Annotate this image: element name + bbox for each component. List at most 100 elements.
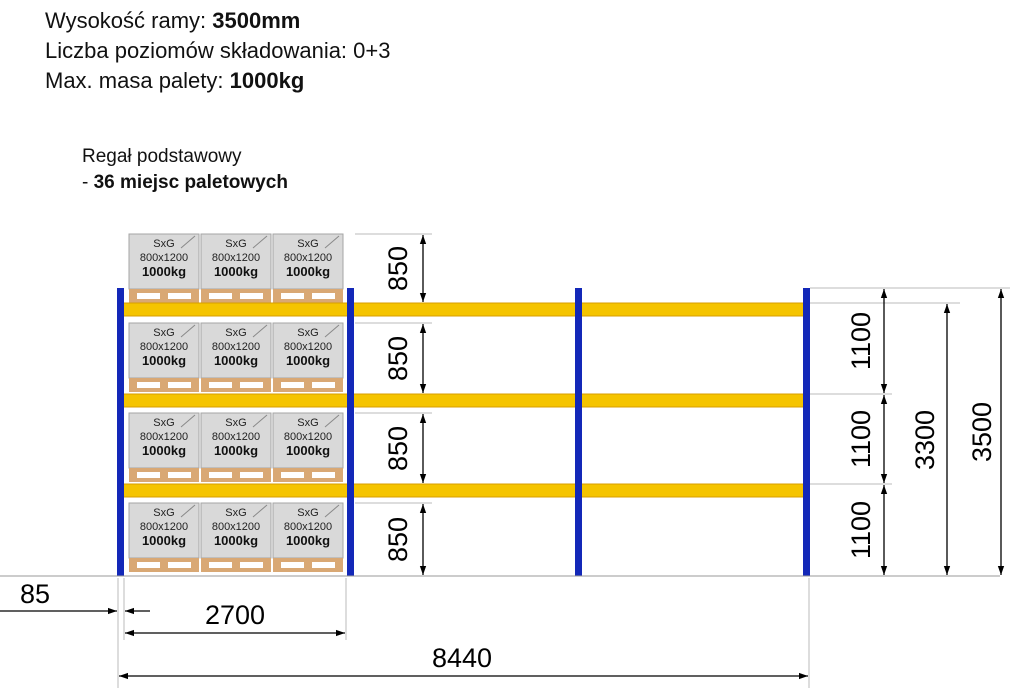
pallet-type: SxG bbox=[297, 327, 318, 339]
pallet-mass: 1000kg bbox=[142, 533, 186, 548]
levels-line: Liczba poziomów składowania: 0+3 bbox=[45, 38, 391, 63]
pallet-block bbox=[273, 382, 281, 388]
dimension-layer: 850 850 850 850 1100 1100 1100 3300 3500 85 2700 84… bbox=[0, 233, 1010, 688]
info-block: Wysokość ramy: 3500mm Liczba poziomów sk… bbox=[45, 6, 390, 96]
pallet-mass: 1000kg bbox=[142, 353, 186, 368]
pallet-bottom-board bbox=[129, 388, 199, 392]
pallet-block bbox=[160, 472, 168, 478]
pallet-bottom-board bbox=[129, 478, 199, 482]
pallet-size: 800x1200 bbox=[284, 431, 332, 443]
pallet-bottom-board bbox=[201, 478, 271, 482]
beam-level-3 bbox=[117, 483, 809, 498]
pallet-type: SxG bbox=[225, 238, 246, 250]
pallet-size: 800x1200 bbox=[212, 521, 260, 533]
pallet-type: SxG bbox=[225, 507, 246, 519]
pallet-block bbox=[129, 472, 137, 478]
dim-label-level-spacing: 1100 bbox=[846, 410, 876, 468]
pallet-block bbox=[304, 382, 312, 388]
pallet-block bbox=[335, 293, 343, 299]
pallet-block bbox=[335, 562, 343, 568]
dim-label-level-spacing: 1100 bbox=[846, 501, 876, 559]
pallet-mass: 1000kg bbox=[286, 443, 330, 458]
pallet-deck bbox=[129, 289, 199, 293]
dim-label-bay-width: 2700 bbox=[205, 600, 265, 630]
pallet-size: 800x1200 bbox=[284, 521, 332, 533]
pallet-corner-mark bbox=[324, 324, 340, 338]
pallet-corner-mark bbox=[180, 504, 196, 518]
pallet-deck bbox=[129, 558, 199, 562]
dim-label-pallet-height: 850 bbox=[383, 246, 413, 291]
pallet-corner-mark bbox=[180, 414, 196, 428]
rack-positions: 36 miejsc paletowych bbox=[93, 172, 288, 193]
pallet-size: 800x1200 bbox=[284, 341, 332, 353]
pallet-block bbox=[232, 382, 240, 388]
pallet-bottom-board bbox=[273, 478, 343, 482]
pallet-block bbox=[232, 293, 240, 299]
frame-height-label: Wysokość ramy: bbox=[45, 8, 207, 33]
pallet-corner-mark bbox=[252, 324, 268, 338]
dim-label-frame-height: 3500 bbox=[967, 402, 997, 462]
pallet-size: 800x1200 bbox=[212, 431, 260, 443]
pallet-mass: 1000kg bbox=[214, 264, 258, 279]
pallet-bottom-board bbox=[201, 388, 271, 392]
max-mass-value: 1000kg bbox=[229, 68, 305, 93]
dim-label-pallet-height: 850 bbox=[383, 426, 413, 471]
pallet-type: SxG bbox=[297, 417, 318, 429]
pallet-type: SxG bbox=[225, 327, 246, 339]
upright-1 bbox=[117, 288, 124, 576]
pallet-corner-mark bbox=[252, 235, 268, 249]
pallet-mass: 1000kg bbox=[286, 353, 330, 368]
max-mass-line: Max. masa palety: 1000kg bbox=[45, 66, 390, 96]
frame-height-line: Wysokość ramy: 3500mm bbox=[45, 6, 390, 36]
dim-label-pallet-height: 850 bbox=[383, 517, 413, 562]
pallet-block bbox=[201, 293, 209, 299]
dim-label-level-spacing: 1100 bbox=[846, 312, 876, 370]
frame-height-value: 3500mm bbox=[212, 8, 301, 33]
pallet-size: 800x1200 bbox=[212, 341, 260, 353]
pallet-type: SxG bbox=[153, 417, 174, 429]
pallet-type: SxG bbox=[153, 327, 174, 339]
pallet-block bbox=[273, 562, 281, 568]
pallet-mass: 1000kg bbox=[142, 443, 186, 458]
pallet-block bbox=[191, 472, 199, 478]
pallet-block bbox=[304, 562, 312, 568]
pallet-bottom-board bbox=[129, 568, 199, 572]
pallet-mass: 1000kg bbox=[286, 533, 330, 548]
dim-label-top-beam: 3300 bbox=[910, 410, 940, 470]
pallet-type: SxG bbox=[153, 507, 174, 519]
pallet-block bbox=[160, 382, 168, 388]
pallet-block bbox=[160, 293, 168, 299]
pallet-deck bbox=[273, 378, 343, 382]
pallet-deck bbox=[201, 468, 271, 472]
beam-level-1 bbox=[117, 302, 809, 317]
pallet-block bbox=[201, 562, 209, 568]
beam-level-2 bbox=[117, 393, 809, 408]
pallet-block bbox=[129, 293, 137, 299]
pallet-block bbox=[263, 382, 271, 388]
pallet-block bbox=[232, 472, 240, 478]
upright-2 bbox=[347, 288, 354, 576]
pallet-block bbox=[201, 472, 209, 478]
pallet-deck bbox=[273, 289, 343, 293]
pallet-layer: SxG800x12001000kgSxG800x12001000kgSxG800… bbox=[128, 233, 344, 572]
pallet-mass: 1000kg bbox=[214, 533, 258, 548]
pallet-bottom-board bbox=[273, 388, 343, 392]
pallet-mass: 1000kg bbox=[142, 264, 186, 279]
dim-label-total-length: 8440 bbox=[432, 643, 492, 673]
pallet-mass: 1000kg bbox=[214, 353, 258, 368]
pallet-deck bbox=[273, 558, 343, 562]
pallet-block bbox=[335, 472, 343, 478]
pallet-block bbox=[263, 562, 271, 568]
pallet-corner-mark bbox=[252, 504, 268, 518]
dim-label-left-offset: 85 bbox=[20, 579, 50, 609]
pallet-deck bbox=[273, 468, 343, 472]
pallet-deck bbox=[201, 289, 271, 293]
